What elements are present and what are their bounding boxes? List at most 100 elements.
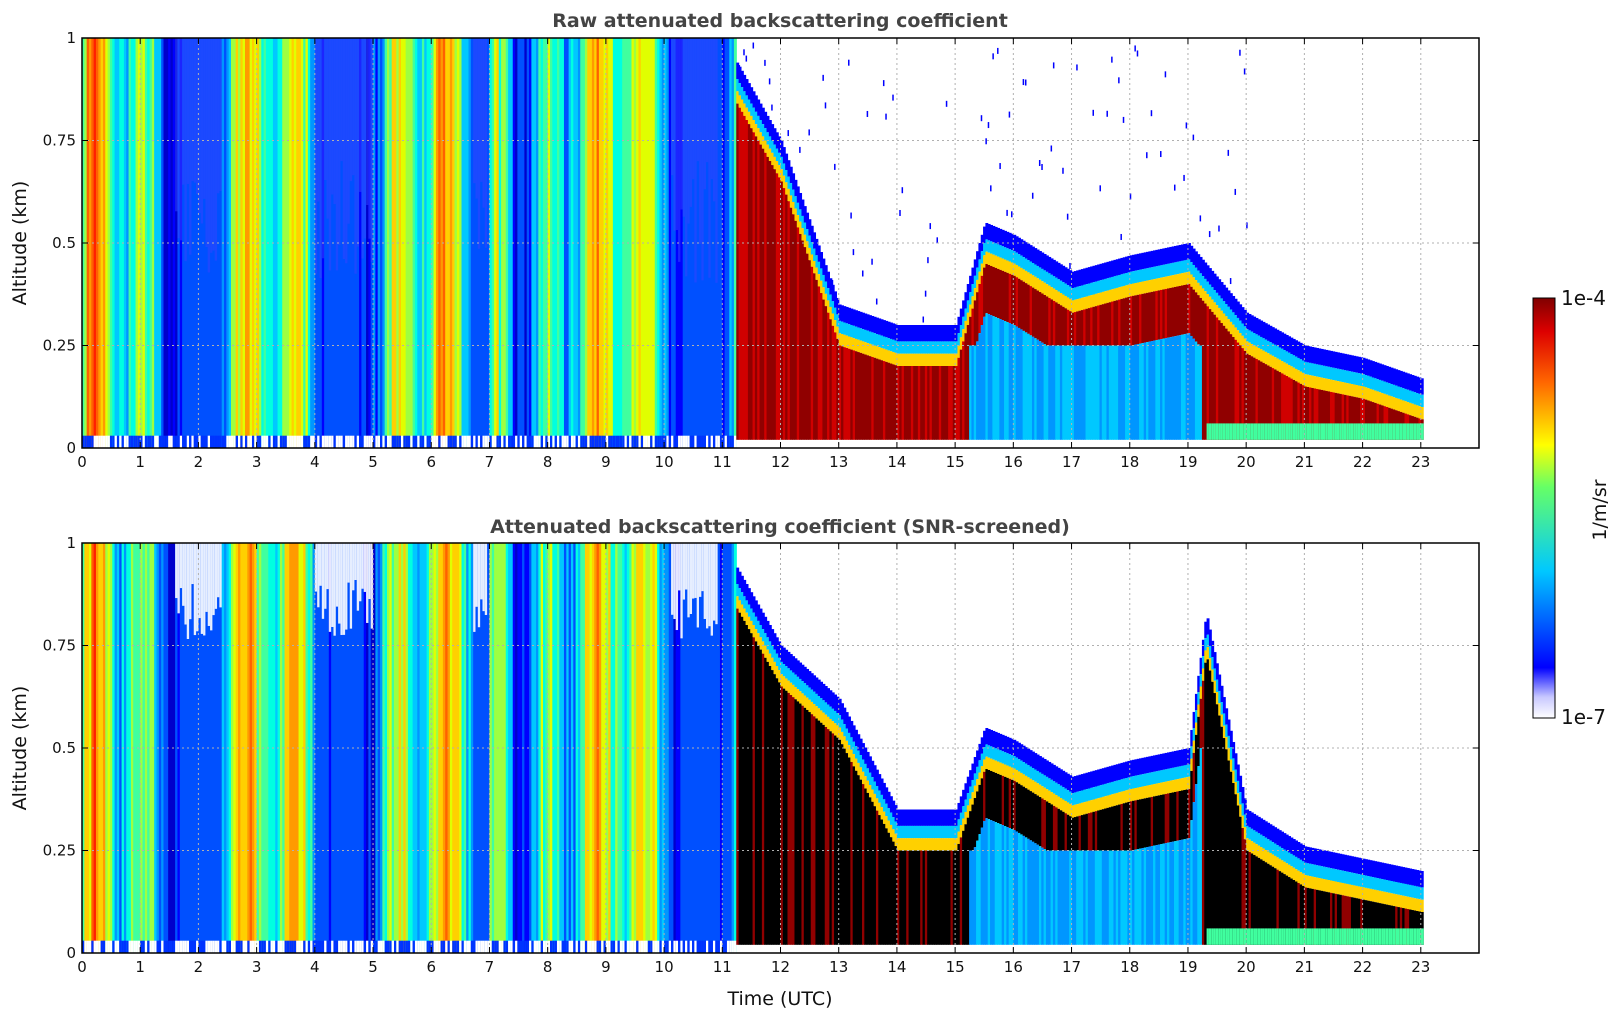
heatmap-cell bbox=[780, 645, 784, 662]
heatmap-cell bbox=[1167, 263, 1170, 277]
heatmap-cell bbox=[1183, 272, 1187, 285]
heatmap-cell bbox=[994, 255, 998, 268]
heatmap-cell bbox=[1004, 776, 1007, 827]
heatmap-cell bbox=[866, 314, 870, 331]
heatmap-cell bbox=[896, 809, 900, 826]
heatmap-cell bbox=[864, 763, 868, 777]
heatmap-cell bbox=[1190, 335, 1194, 440]
heatmap-cell bbox=[244, 543, 248, 953]
heatmap-cell bbox=[994, 243, 998, 256]
heatmap-cell bbox=[1162, 782, 1166, 795]
x-tick-label: 23 bbox=[1411, 453, 1430, 471]
heatmap-cell bbox=[1304, 361, 1308, 375]
heatmap-cell bbox=[941, 341, 945, 354]
heatmap-cell bbox=[880, 319, 884, 336]
heatmap-cell bbox=[1052, 345, 1056, 440]
heatmap-cell bbox=[722, 435, 726, 448]
heatmap-cell bbox=[1132, 776, 1136, 789]
heatmap-cell bbox=[1229, 309, 1233, 322]
heatmap-cell bbox=[1206, 618, 1210, 635]
heatmap-cell bbox=[910, 353, 914, 366]
heatmap-cell bbox=[1395, 928, 1399, 945]
heatmap-cell bbox=[764, 633, 768, 646]
heatmap-cell bbox=[999, 269, 1003, 320]
heatmap-cell bbox=[1404, 928, 1408, 945]
heatmap-cell bbox=[973, 300, 977, 346]
heatmap-cell bbox=[671, 38, 674, 176]
heatmap-cell bbox=[1178, 335, 1182, 440]
heatmap-cell bbox=[831, 313, 835, 326]
heatmap-cell bbox=[1346, 871, 1350, 884]
heatmap-cell bbox=[799, 703, 803, 945]
heatmap-cell bbox=[1064, 772, 1068, 789]
heatmap-cell bbox=[333, 543, 337, 636]
heatmap-cell bbox=[1169, 768, 1173, 781]
heatmap-cell bbox=[1222, 725, 1226, 739]
heatmap-cell bbox=[855, 758, 858, 771]
heatmap-cell bbox=[189, 435, 193, 448]
x-tick-label: 22 bbox=[1353, 453, 1372, 471]
heatmap-cell bbox=[1022, 281, 1026, 331]
heatmap-cell bbox=[1187, 748, 1191, 765]
heatmap-cell bbox=[678, 38, 681, 262]
heatmap-cell bbox=[1027, 272, 1031, 285]
heatmap-cell bbox=[370, 38, 374, 262]
heatmap-cell bbox=[1052, 62, 1055, 69]
heatmap-cell bbox=[1071, 345, 1075, 440]
heatmap-cell bbox=[342, 38, 346, 259]
heatmap-cell bbox=[1031, 751, 1035, 769]
heatmap-cell bbox=[1220, 714, 1224, 727]
heatmap-cell bbox=[850, 337, 854, 350]
heatmap-cell bbox=[547, 543, 551, 953]
heatmap-cell bbox=[1204, 650, 1208, 663]
heatmap-cell bbox=[880, 360, 884, 440]
heatmap-cell bbox=[1122, 116, 1125, 123]
heatmap-cell bbox=[950, 850, 954, 945]
heatmap-cell bbox=[985, 263, 989, 314]
heatmap-cell bbox=[980, 115, 983, 122]
heatmap-cell bbox=[1031, 841, 1035, 945]
heatmap-cell bbox=[1339, 928, 1343, 945]
heatmap-cell bbox=[778, 165, 782, 178]
heatmap-cell bbox=[1134, 849, 1138, 945]
heatmap-cell bbox=[1395, 385, 1399, 398]
heatmap-cell bbox=[1313, 864, 1317, 878]
heatmap-cell bbox=[326, 38, 330, 219]
heatmap-cell bbox=[934, 850, 938, 945]
heatmap-cell bbox=[242, 435, 246, 448]
heatmap-cell bbox=[747, 83, 751, 100]
heatmap-cell bbox=[994, 317, 998, 440]
heatmap-cell bbox=[810, 714, 814, 945]
heatmap-cell bbox=[859, 767, 863, 780]
heatmap-cell bbox=[1325, 390, 1329, 440]
heatmap-cell bbox=[971, 792, 975, 805]
heatmap-cell bbox=[1292, 839, 1296, 856]
heatmap-cell bbox=[1218, 295, 1222, 308]
heatmap-cell bbox=[1094, 798, 1098, 812]
heatmap-cell bbox=[1024, 747, 1028, 764]
heatmap-cell bbox=[736, 79, 740, 92]
heatmap-cell bbox=[1260, 336, 1264, 350]
heatmap-cell bbox=[633, 543, 637, 953]
heatmap-cell bbox=[868, 772, 872, 786]
heatmap-cell bbox=[782, 163, 786, 176]
heatmap-cell bbox=[175, 38, 179, 212]
heatmap-cell bbox=[1069, 775, 1073, 792]
heatmap-cell bbox=[1278, 331, 1282, 348]
heatmap-cell bbox=[1267, 365, 1271, 440]
heatmap-cell bbox=[1113, 805, 1117, 851]
heatmap-cell bbox=[310, 38, 314, 448]
heatmap-cell bbox=[1418, 393, 1422, 407]
heatmap-cell bbox=[1029, 335, 1033, 440]
heatmap-cell bbox=[221, 940, 225, 953]
heatmap-cell bbox=[1108, 807, 1112, 851]
heatmap-cell bbox=[820, 252, 824, 269]
heatmap-cell bbox=[524, 435, 528, 448]
heatmap-cell bbox=[1276, 358, 1280, 371]
heatmap-cell bbox=[1222, 423, 1226, 440]
heatmap-cell bbox=[373, 940, 376, 953]
heatmap-cell bbox=[1160, 844, 1163, 945]
heatmap-cell bbox=[1264, 837, 1268, 851]
heatmap-cell bbox=[992, 759, 996, 772]
heatmap-cell bbox=[363, 435, 367, 448]
